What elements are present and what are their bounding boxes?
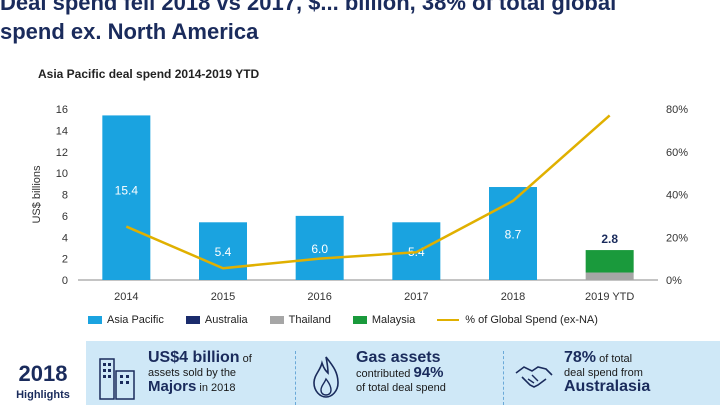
legend-label-asia-pacific: Asia Pacific [107,314,164,326]
bar-malaysia [585,250,634,273]
x-tick-label: 2016 [307,291,331,303]
legend-swatch-global-spend [437,319,460,321]
y-tick-label: 12 [56,147,68,159]
highlights-banner: 2018 Highlights US$4 billion of assets s… [0,341,720,405]
x-tick-label: 2018 [501,291,525,303]
highlight-region-pct: 78% [564,349,597,366]
y-tick-label: 16 [56,104,68,116]
y2-tick-label: 60% [666,147,688,159]
highlight-card-region: 78% of total deal spend from Australasia [512,349,712,405]
data-label: 2.8 [601,232,618,246]
x-tick-label: 2014 [114,291,138,303]
legend-item-asia-pacific: Asia Pacific [88,314,164,326]
line-global-spend [125,114,611,270]
legend-label-australia: Australia [204,314,248,326]
highlight-region-of: of total [596,353,633,365]
highlight-assets-text: US$4 billion of assets sold by the Major… [148,349,252,405]
highlight-region-name: Australasia [564,378,651,395]
x-tick-label: 2017 [404,291,428,303]
legend-item-thailand: Thailand [269,314,331,326]
y2-tick-label: 80% [666,104,688,116]
flame-icon [313,356,339,398]
y-tick-label: 0 [62,275,68,287]
y2-tick-label: 0% [666,275,682,287]
data-label: 6.0 [311,242,328,256]
highlight-gas-text: Gas assets contributed 94% of total deal… [356,349,446,405]
highlight-gas-title: Gas assets [356,349,441,366]
data-label: 8.7 [505,228,522,242]
highlights-year-block: 2018 Highlights [0,341,86,405]
bar-asia-pacific [489,187,537,280]
legend: Asia Pacific Australia Thailand Malaysia… [88,314,620,326]
highlight-gas-pct: 94% [413,364,444,381]
highlight-gas-contrib: contributed [356,368,414,380]
highlight-card-gas: Gas assets contributed 94% of total deal… [304,349,504,405]
bar-thailand [585,272,634,280]
legend-swatch-asia-pacific [88,316,102,324]
legend-item-malaysia: Malaysia [352,314,416,326]
legend-label-malaysia: Malaysia [371,314,416,326]
data-label: 15.4 [115,183,139,197]
legend-label-global-spend: % of Global Spend (ex-NA) [465,314,598,326]
chart-title: Asia Pacific deal spend 2014-2019 YTD [38,67,260,81]
headline-line-2: spend ex. North America [0,19,259,44]
legend-swatch-malaysia [352,316,367,324]
data-label: 5.4 [215,245,232,259]
highlight-region-text: 78% of total deal spend from Australasia [564,349,651,405]
y-tick-label: 14 [56,125,68,137]
x-tick-label: 2015 [211,291,235,303]
bar-asia-pacific [295,215,344,280]
y-tick-label: 6 [62,211,68,223]
y2-tick-label: 40% [666,190,688,202]
highlight-assets-majors: Majors [148,378,197,395]
highlight-region-line2: deal spend from [564,367,643,379]
highlight-assets-of: of [239,353,252,365]
y-tick-label: 8 [62,190,68,202]
highlights-label: Highlights [16,389,70,401]
headline: Deal spend fell 2018 vs 2017, $... billi… [0,0,720,46]
highlight-assets-line3: in 2018 [196,382,236,394]
legend-swatch-australia [185,316,200,324]
legend-item-global-spend: % of Global Spend (ex-NA) [437,314,598,326]
highlights-panel: US$4 billion of assets sold by the Major… [86,341,720,405]
y-tick-label: 4 [62,232,68,244]
highlight-gas-line3: of total deal spend [356,382,446,394]
bar-asia-pacific [102,115,151,280]
highlights-year: 2018 [18,361,68,386]
handshake-icon [515,366,553,388]
y-axis-label: US$ billions [31,165,43,224]
legend-label-thailand: Thailand [288,314,331,326]
y2-tick-label: 20% [666,232,688,244]
bar-asia-pacific [199,222,247,280]
buildings-icon [99,358,135,400]
legend-item-australia: Australia [185,314,248,326]
highlight-card-assets: US$4 billion of assets sold by the Major… [96,349,296,405]
highlight-assets-amount: US$4 billion [148,349,240,366]
y-tick-label: 10 [56,168,68,180]
highlight-assets-line2: assets sold by the [148,367,237,379]
headline-line-1: Deal spend fell 2018 vs 2017, $... billi… [0,0,617,15]
x-tick-label: 2019 YTD [585,291,634,303]
legend-swatch-thailand [269,316,284,324]
y-tick-label: 2 [62,254,68,266]
